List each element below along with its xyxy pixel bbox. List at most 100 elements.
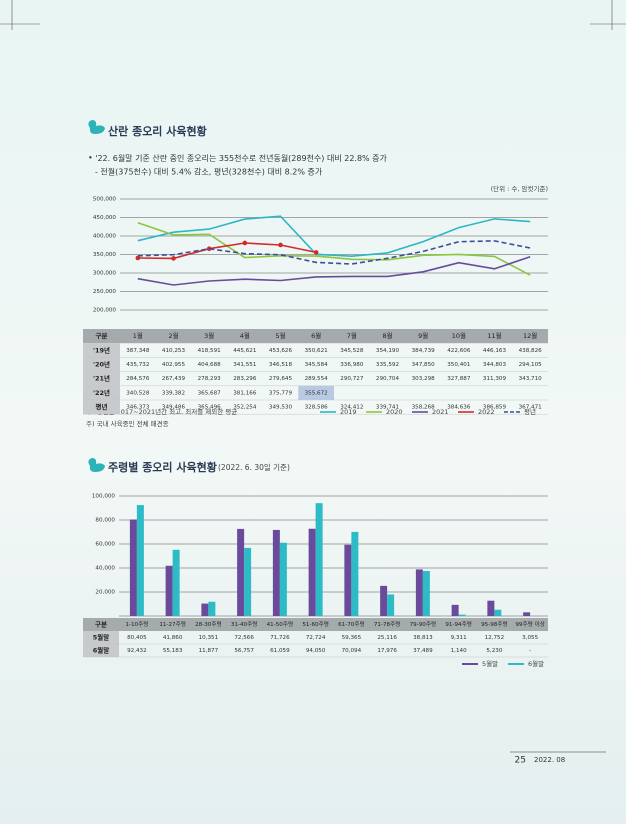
table-column-header: 5월 [275,331,285,340]
table-cell: 375,779 [269,390,293,396]
table-row-label: '21년 [93,374,110,383]
table-cell: 381,166 [233,390,257,396]
table-cell: 341,551 [233,362,257,368]
bullet-text: '22. 6월말 기준 산란 중인 종오리는 355천수로 전년동월(289천수… [95,153,387,163]
table-cell: 355,672 [305,390,328,396]
table-cell: 12,752 [485,635,505,641]
series-marker [206,246,212,251]
issue-date: 2022. 08 [534,756,565,764]
table-column-header: 51-60주령 [302,620,329,628]
bar [272,529,280,616]
y-tick-label: 20,000 [95,590,115,596]
table-cell: 327,887 [447,376,471,382]
table-cell: 336,980 [340,362,364,368]
section-subtitle: (2022. 6. 30일 기준) [218,463,290,472]
y-tick-label: 100,000 [92,494,116,500]
table-cell: 55,183 [163,648,183,654]
table-cell: 384,739 [412,348,436,354]
table-header: 구분 [95,620,107,629]
table-header: 구분 [96,331,108,340]
table-cell: 17,976 [377,648,397,654]
table-cell: 1,140 [451,648,467,654]
table-cell: 289,554 [305,376,329,382]
bar [387,594,395,616]
legend-label: 2021 [432,408,449,416]
bar [172,549,180,616]
table-row-label-bg [83,385,120,400]
bar [208,601,216,616]
bar [136,505,144,616]
charts: 200,000 250,000 300,000 350,000 400,000 450,0… [83,197,548,668]
table-cell: 384,636 [447,405,471,411]
table-row-label-bg [83,343,120,358]
table-cell: 358,268 [412,405,436,411]
series-marker [242,240,248,246]
table-cell: 453,626 [269,348,293,354]
table-cell: 354,190 [376,348,400,354]
y-tick-label: 40,000 [95,566,115,572]
y-tick-label: 350,000 [93,252,117,258]
bar [279,542,287,616]
table-cell: 435,732 [126,362,149,368]
table-column-header: 95-98주령 [481,620,508,628]
table-cell: 10,351 [199,635,219,641]
table-cell: 402,955 [162,362,186,368]
table-cell: 25,116 [377,635,397,641]
duck-icon [88,120,105,134]
table-cell: 3,055 [522,635,538,641]
table-column-header: 99주령 이상 [515,620,544,628]
legend-label: 2020 [386,408,403,416]
table-cell: 61,059 [270,648,290,654]
table-cell: 324,412 [340,405,363,411]
table-row-label: '20년 [93,360,110,369]
table-cell: 438,826 [519,348,543,354]
y-tick-label: 250,000 [93,289,117,295]
table-cell: 70,094 [342,648,362,654]
legend-label: 평년 [524,407,536,416]
table-cell: 418,591 [198,348,222,354]
table-cell: 343,710 [519,376,543,382]
table-row-label-bg [83,644,119,657]
table-cell: 311,309 [483,376,507,382]
table-column-header: 71-78주령 [374,620,401,628]
bar [237,528,245,616]
table-cell: 445,621 [233,348,257,354]
table-row-label-bg [83,631,119,644]
table-row-label-bg [83,400,120,415]
table-cell: 335,592 [376,362,399,368]
table-cell: 59,365 [342,635,362,641]
table-cell: 9,311 [451,635,467,641]
table-cell: 283,296 [233,376,257,382]
bar [422,571,430,616]
table-row-label: '22년 [93,388,110,397]
bar [415,569,423,616]
table-cell: 11,877 [199,648,219,654]
series-line [137,240,531,265]
bar [351,531,359,616]
table-row-label: 평년 [96,402,108,411]
table-cell: 303,298 [412,376,436,382]
table-row-label-bg [83,371,120,386]
y-tick-label: 400,000 [93,234,117,240]
table-column-header: 79-90주령 [410,620,437,628]
series-marker [171,256,176,261]
table-column-header: 11월 [487,331,501,340]
series-line [137,242,317,260]
section-title: 주령별 종오리 사육현황 [108,460,217,474]
bar [451,604,459,616]
table-cell: 278,293 [198,376,222,382]
bar [380,585,388,616]
table-cell: 446,163 [483,348,507,354]
table-column-header: 12월 [523,331,537,340]
table-cell: 346,373 [126,405,150,411]
table-cell: 347,850 [412,362,436,368]
table-cell: 328,586 [305,405,329,411]
table-cell: 339,741 [376,405,400,411]
table-cell: 290,704 [376,376,400,382]
table-column-header: 1월 [133,331,143,340]
table-cell: 267,439 [162,376,186,382]
table-cell: 294,105 [519,362,543,368]
table-cell: 422,606 [447,348,471,354]
y-tick-label: 60,000 [95,542,115,548]
legend-label: 6월말 [528,659,544,668]
